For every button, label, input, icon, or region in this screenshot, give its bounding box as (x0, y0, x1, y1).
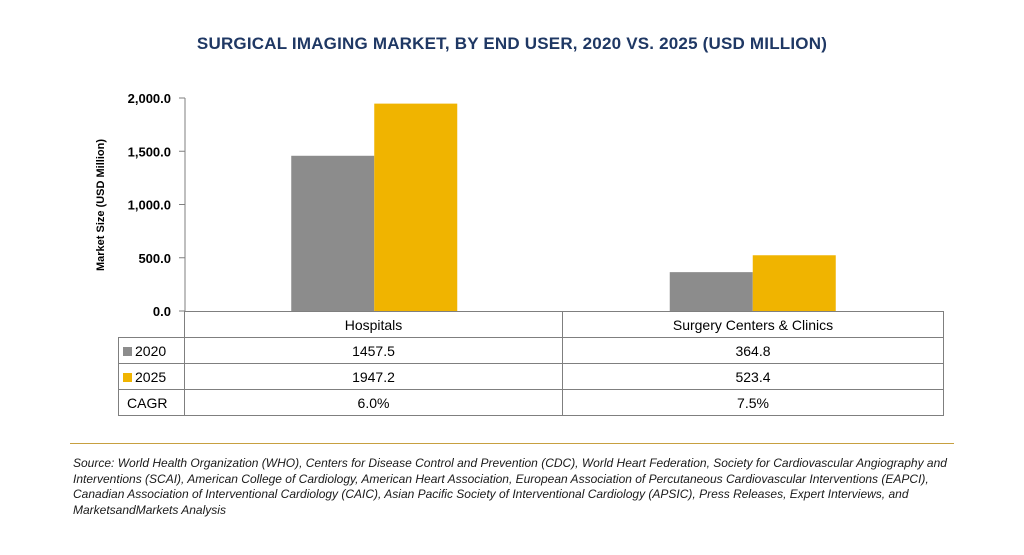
data-label-2020-hospitals: 1457.5 (184, 337, 563, 364)
legend-label-2025: 2025 (135, 368, 167, 385)
bar-2025-1 (752, 255, 836, 311)
data-label-2025-hospitals: 1947.2 (184, 363, 563, 390)
table-corner (118, 311, 185, 338)
category-label-surgery-centers: Surgery Centers & Clinics (562, 311, 944, 338)
data-label-2025-surgery-centers: 523.4 (562, 363, 944, 390)
legend-label-2020: 2020 (135, 342, 167, 359)
y-tick-label: 500.0 (138, 251, 171, 266)
y-tick-label: 1,500.0 (128, 144, 171, 159)
cagr-hospitals: 6.0% (184, 389, 563, 416)
source-note: Source: World Health Organization (WHO),… (73, 456, 947, 517)
cagr-surgery-centers: 7.5% (562, 389, 944, 416)
data-label-2020-surgery-centers: 364.8 (562, 337, 944, 364)
legend-swatch-2020 (123, 346, 132, 356)
bar-2025-0 (374, 103, 458, 311)
y-tick-label: 1,000.0 (128, 198, 171, 213)
table-row-2020: 2020 1457.5 364.8 (118, 337, 944, 364)
y-tick-label: 2,000.0 (128, 91, 171, 106)
table-row-2025: 2025 1947.2 523.4 (118, 363, 944, 390)
category-label-hospitals: Hospitals (184, 311, 563, 338)
table-row-cagr: CAGR 6.0% 7.5% (118, 389, 944, 416)
chart-bars (291, 103, 836, 311)
bar-2020-1 (669, 272, 753, 311)
cagr-label: CAGR (118, 389, 185, 416)
chart-title: SURGICAL IMAGING MARKET, BY END USER, 20… (196, 34, 828, 53)
legend-2025: 2025 (118, 363, 185, 390)
legend-swatch-2025 (123, 372, 132, 382)
bar-2020-0 (291, 155, 375, 311)
data-table: Hospitals Surgery Centers & Clinics 2020… (118, 311, 944, 416)
divider-rule (70, 443, 954, 444)
y-axis-label: Market Size (USD Million) (95, 139, 107, 271)
table-header-row: Hospitals Surgery Centers & Clinics (118, 311, 944, 338)
legend-2020: 2020 (118, 337, 185, 364)
